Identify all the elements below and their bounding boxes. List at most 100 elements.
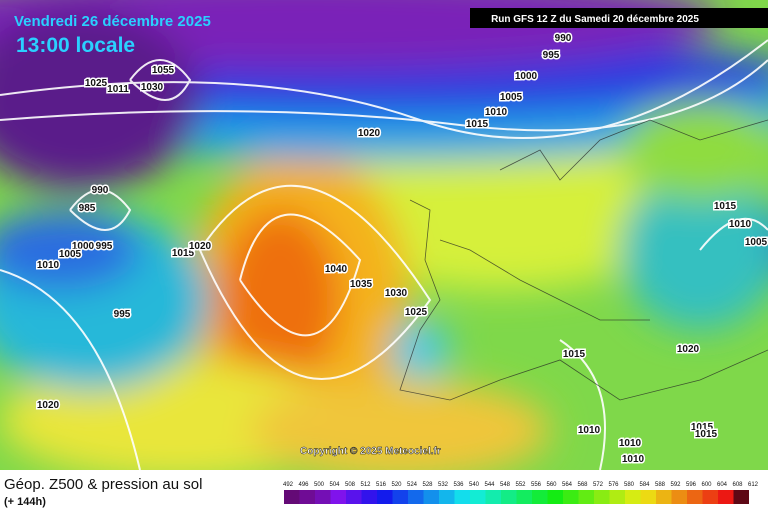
isobar-label: 1000: [515, 71, 538, 82]
isobar-label: 1020: [37, 400, 60, 411]
colorbar-swatch: [284, 490, 300, 504]
colorbar-label: 500: [314, 482, 325, 488]
colorbar-swatch: [563, 490, 579, 504]
colorbar-label: 596: [686, 482, 697, 488]
isobar-label: 1005: [745, 237, 768, 248]
valid-date: Vendredi 26 décembre 2025: [14, 13, 211, 30]
colorbar: 492 496 500 504 508 512 516 520 524 528 532 536 540 5…: [283, 482, 759, 504]
colorbar-label: 532: [438, 482, 449, 488]
isobar-label: 985: [79, 203, 96, 214]
colorbar-swatch: [718, 490, 734, 504]
colorbar-label: 544: [484, 482, 495, 488]
colorbar-label: 540: [469, 482, 480, 488]
colorbar-label: 576: [608, 482, 619, 488]
colorbar-swatch: [299, 490, 315, 504]
colorbar-label: 508: [345, 482, 356, 488]
isobar-label: 1005: [59, 249, 82, 260]
isobar-label: 990: [92, 185, 109, 196]
run-banner: [470, 8, 768, 28]
colorbar-swatch: [392, 490, 408, 504]
isobar-label: 1015: [695, 429, 718, 440]
colorbar-label: 524: [407, 482, 418, 488]
colorbar-swatch: [439, 490, 455, 504]
isobar-label: 1010: [622, 454, 645, 465]
colorbar-label: 580: [624, 482, 635, 488]
isobar-label: 1011: [107, 84, 129, 95]
isobar-label: 1015: [466, 119, 489, 130]
colorbar-label: 592: [670, 482, 681, 488]
colorbar-swatch: [516, 490, 532, 504]
isobar-label: 995: [543, 50, 560, 61]
colorbar-label: 536: [453, 482, 464, 488]
isobar-label: 1055: [152, 65, 175, 76]
colorbar-label: 528: [422, 482, 433, 488]
colorbar-label: 520: [391, 482, 402, 488]
colorbar-label: 548: [500, 482, 511, 488]
isobar-label: 1000: [72, 241, 95, 252]
colorbar-swatch: [454, 490, 470, 504]
isobar-label: 1030: [141, 82, 164, 93]
isobar-label: 1010: [578, 425, 601, 436]
isobar-label: 1020: [189, 241, 212, 252]
colorbar-swatch: [733, 490, 749, 504]
isobar-label: 1035: [350, 279, 373, 290]
isobar-label: 1030: [385, 288, 408, 299]
colorbar-label: 492: [283, 482, 294, 488]
colorbar-label: 516: [376, 482, 387, 488]
colorbar-swatch: [330, 490, 346, 504]
isobar-label: 1040: [325, 264, 348, 275]
colorbar-swatch: [377, 490, 393, 504]
colorbar-swatch: [609, 490, 625, 504]
colorbar-swatch: [532, 490, 548, 504]
colorbar-label: 512: [360, 482, 371, 488]
colorbar-label: 588: [655, 482, 666, 488]
colorbar-label: 556: [531, 482, 542, 488]
isobar-label: 1015: [563, 349, 586, 360]
colorbar-label: 584: [639, 482, 650, 488]
copyright: Copyright © 2025 Meteociel.fr: [300, 446, 441, 457]
colorbar-label: 496: [298, 482, 309, 488]
isobar-label: 995: [96, 241, 113, 252]
isobar-label: 1010: [485, 107, 508, 118]
colorbar-label: 568: [577, 482, 588, 488]
legend-title: Géop. Z500 & pression au sol: [4, 476, 202, 493]
isobar-label: 1020: [358, 128, 381, 139]
colorbar-swatch: [346, 490, 362, 504]
isobar-label: 990: [555, 33, 572, 44]
run-label: Run GFS 12 Z du Samedi 20 décembre 2025: [491, 14, 699, 25]
colorbar-swatch: [671, 490, 687, 504]
colorbar-label: 600: [701, 482, 712, 488]
isobar-label: 1010: [37, 260, 60, 271]
colorbar-swatch: [361, 490, 377, 504]
isobar-label: 1015: [714, 201, 737, 212]
colorbar-swatch: [470, 490, 486, 504]
colorbar-swatch: [501, 490, 517, 504]
colorbar-swatch: [625, 490, 641, 504]
colorbar-swatch: [408, 490, 424, 504]
colorbar-label: 504: [329, 482, 340, 488]
colorbar-label: 564: [562, 482, 573, 488]
isobar-label: 1020: [677, 344, 700, 355]
colorbar-label: 552: [515, 482, 526, 488]
colorbar-label: 608: [732, 482, 743, 488]
field: [0, 0, 768, 470]
colorbar-swatch: [423, 490, 439, 504]
colorbar-swatch: [594, 490, 610, 504]
colorbar-label: 612: [748, 482, 759, 488]
isobar-label: 1025: [405, 307, 428, 318]
colorbar-swatch: [547, 490, 563, 504]
colorbar-label: 604: [717, 482, 728, 488]
colorbar-label: 572: [593, 482, 604, 488]
colorbar-swatch: [578, 490, 594, 504]
local-time: 13:00 locale: [16, 34, 135, 57]
isobar-label: 1025: [85, 78, 108, 89]
lead-time: (+ 144h): [4, 496, 46, 508]
colorbar-swatch: [485, 490, 501, 504]
colorbar-label: 560: [546, 482, 557, 488]
isobar-label: 1005: [500, 92, 523, 103]
isobar-label: 1015: [691, 422, 714, 433]
isobar-label: 1015: [172, 248, 195, 259]
